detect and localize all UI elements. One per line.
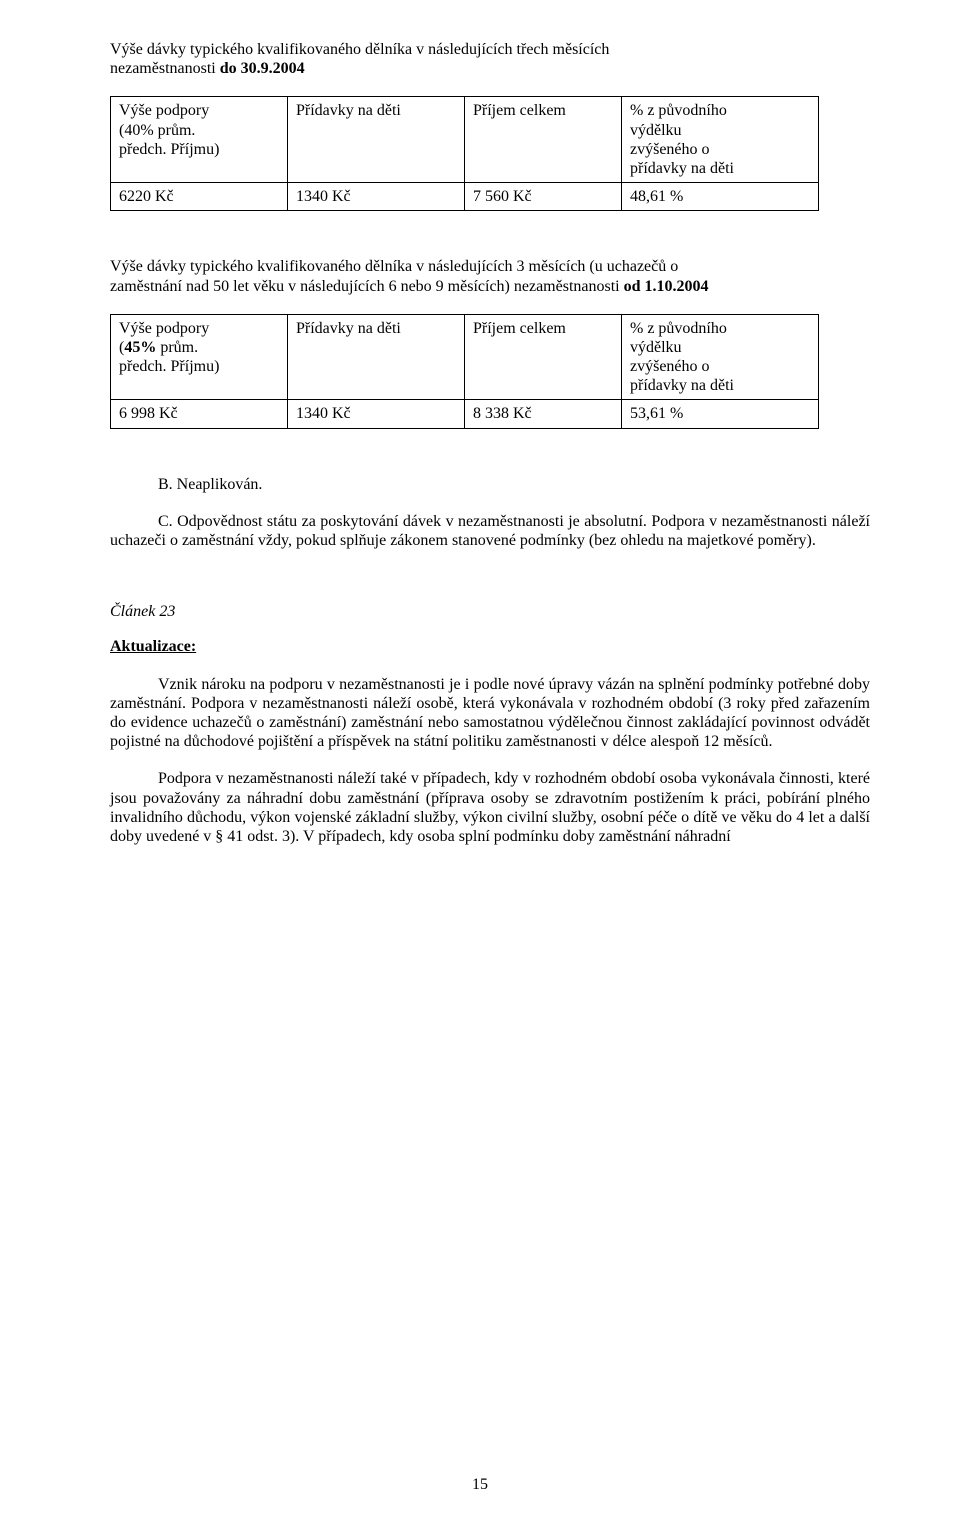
body-paragraph-2: Podpora v nezaměstnanosti náleží také v … <box>110 769 870 846</box>
t2-r1c4: % z původního výdělku zvýšeného o přídav… <box>622 314 819 400</box>
t2-r1c3: Příjem celkem <box>465 314 622 400</box>
t1-r1c3: Příjem celkem <box>465 97 622 183</box>
t1-r1c1: Výše podpory (40% prům. předch. Příjmu) <box>111 97 288 183</box>
table-row: Výše podpory (45% prům. předch. Příjmu) … <box>111 314 819 400</box>
intro2-line1: Výše dávky typického kvalifikovaného děl… <box>110 258 678 275</box>
t1-r2c4: 48,61 % <box>622 183 819 211</box>
table-row: 6220 Kč 1340 Kč 7 560 Kč 48,61 % <box>111 183 819 211</box>
table-row: 6 998 Kč 1340 Kč 8 338 Kč 53,61 % <box>111 400 819 428</box>
intro-paragraph-2: Výše dávky typického kvalifikovaného děl… <box>110 257 870 295</box>
t1-r2c3: 7 560 Kč <box>465 183 622 211</box>
t2-r2c4: 53,61 % <box>622 400 819 428</box>
body-paragraph-1: Vznik nároku na podporu v nezaměstnanost… <box>110 675 870 752</box>
intro1-bold-date: do 30.9.2004 <box>220 60 305 77</box>
t2-r2c1: 6 998 Kč <box>111 400 288 428</box>
intro1-line2a: nezaměstnanosti <box>110 60 220 77</box>
intro2-bold-date: od 1.10.2004 <box>624 278 709 295</box>
t2-r2c3: 8 338 Kč <box>465 400 622 428</box>
benefit-table-1: Výše podpory (40% prům. předch. Příjmu) … <box>110 96 819 211</box>
t2-r1c2: Přídavky na děti <box>288 314 465 400</box>
aktualizace-heading: Aktualizace: <box>110 637 870 656</box>
t1-r2c1: 6220 Kč <box>111 183 288 211</box>
benefit-table-2: Výše podpory (45% prům. předch. Příjmu) … <box>110 314 819 429</box>
t1-r2c2: 1340 Kč <box>288 183 465 211</box>
article-heading: Článek 23 <box>110 602 870 621</box>
page-number: 15 <box>0 1475 960 1494</box>
intro1-line1: Výše dávky typického kvalifikovaného děl… <box>110 41 609 58</box>
table-row: Výše podpory (40% prům. předch. Příjmu) … <box>111 97 819 183</box>
t1-r1c4: % z původního výdělku zvýšeného o přídav… <box>622 97 819 183</box>
t2-r2c2: 1340 Kč <box>288 400 465 428</box>
t2-r1c1: Výše podpory (45% prům. předch. Příjmu) <box>111 314 288 400</box>
intro2-line2a: zaměstnání nad 50 let věku v následující… <box>110 278 624 295</box>
intro-paragraph-1: Výše dávky typického kvalifikovaného děl… <box>110 40 870 78</box>
t1-r1c2: Přídavky na děti <box>288 97 465 183</box>
section-b: B. Neaplikován. <box>110 475 870 494</box>
section-c: C. Odpovědnost státu za poskytování dáve… <box>110 512 870 550</box>
